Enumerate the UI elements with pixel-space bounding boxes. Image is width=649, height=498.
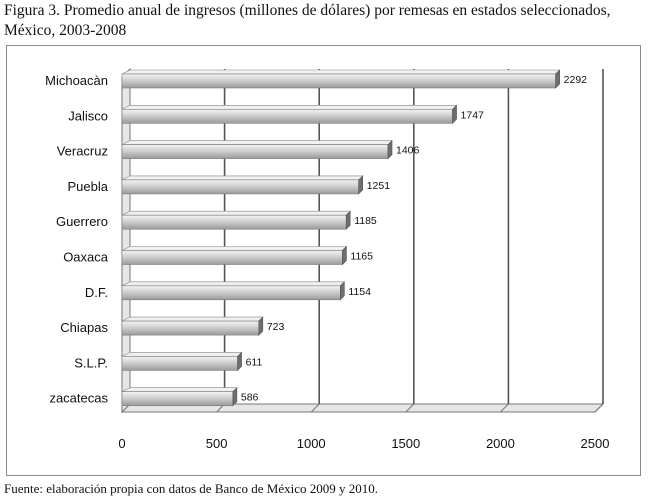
bar-value-label: 723 xyxy=(267,321,285,333)
bar-end-face xyxy=(258,316,264,336)
bar-top-face xyxy=(121,140,393,145)
bar-group: 586 xyxy=(121,386,259,407)
bar-group: 1185 xyxy=(121,210,377,230)
bar-top-face xyxy=(121,281,346,287)
gridline-floor xyxy=(405,403,415,413)
gridline-floor xyxy=(310,403,320,413)
bar-top-face xyxy=(121,105,458,110)
bar-group: 1406 xyxy=(121,139,420,160)
gridline-floor xyxy=(500,403,509,413)
bar xyxy=(121,250,343,265)
bar-group: 1165 xyxy=(121,245,373,266)
bar-end-face xyxy=(452,104,457,125)
x-tick-labels: 0 500 1000 1500 2000 2500 xyxy=(118,436,609,451)
category-label: S.L.P. xyxy=(74,355,108,370)
bar-end-face xyxy=(345,210,351,230)
bar-value-label: 611 xyxy=(246,356,263,368)
x-tick-label: 0 xyxy=(118,436,125,451)
bar-value-label: 1154 xyxy=(348,286,371,298)
bar-end-face xyxy=(340,281,345,301)
category-label: Veracruz xyxy=(57,144,108,159)
bar-end-face xyxy=(387,139,393,160)
bar-group: 1251 xyxy=(121,175,391,195)
category-label: Oaxaca xyxy=(63,250,109,265)
bar-top-face xyxy=(121,69,561,75)
bar-top-face xyxy=(121,175,364,181)
bar-value-label: 2292 xyxy=(564,74,588,86)
bar-value-label: 1165 xyxy=(350,251,373,263)
bar xyxy=(121,320,260,336)
category-label: Jalisco xyxy=(68,108,108,123)
bar-end-face xyxy=(342,245,347,266)
category-label: Puebla xyxy=(68,179,109,194)
bar xyxy=(121,356,238,371)
bar-value-label: 1747 xyxy=(461,109,485,121)
bar-end-face xyxy=(232,386,238,407)
gridline-floor xyxy=(594,403,604,413)
figure-caption: Figura 3. Promedio anual de ingresos (mi… xyxy=(4,2,611,39)
bar-top-face xyxy=(121,387,238,393)
bar-value-label: 1185 xyxy=(354,215,377,227)
x-tick-label: 500 xyxy=(206,436,228,451)
bar xyxy=(121,144,389,159)
bar-value-label: 586 xyxy=(241,392,259,404)
bar xyxy=(121,179,359,195)
category-label: Chiapas xyxy=(60,320,108,335)
bars: 2292 1747 1406 1251 1185 1165 1154 723 611 586 xyxy=(121,69,588,407)
x-tick-label: 1500 xyxy=(391,436,420,451)
bar xyxy=(121,285,341,301)
bar-group: 723 xyxy=(121,316,285,336)
bar-value-label: 1251 xyxy=(367,180,391,192)
bar-group: 2292 xyxy=(121,69,588,89)
bar xyxy=(121,391,234,407)
gridlines xyxy=(216,69,604,413)
bar xyxy=(121,214,347,230)
bar-group: 1154 xyxy=(121,281,371,301)
bar-top-face xyxy=(121,352,243,357)
category-label: zacatecas xyxy=(49,391,108,406)
bar-end-face xyxy=(555,69,560,89)
bar-top-face xyxy=(121,316,264,322)
x-tick-label: 2500 xyxy=(581,436,610,451)
source-note: Fuente: elaboración propia con datos de … xyxy=(4,481,379,496)
bar xyxy=(121,73,556,89)
bar-top-face xyxy=(121,210,351,216)
bar-end-face xyxy=(237,351,242,372)
category-label: Michoacàn xyxy=(45,73,108,88)
x-tick-label: 2000 xyxy=(486,436,515,451)
bar-top-face xyxy=(121,246,348,251)
category-labels: Michoacàn Jalisco Veracruz Puebla Guerrero Oa… xyxy=(45,73,109,406)
bar-group: 611 xyxy=(121,351,263,372)
bar xyxy=(121,109,453,124)
category-label: D.F. xyxy=(85,285,108,300)
category-label: Guerrero xyxy=(56,214,108,229)
bar-value-label: 1406 xyxy=(396,145,420,157)
bar-group: 1747 xyxy=(121,104,485,125)
x-tick-label: 1000 xyxy=(297,436,326,451)
bar-end-face xyxy=(358,175,363,195)
